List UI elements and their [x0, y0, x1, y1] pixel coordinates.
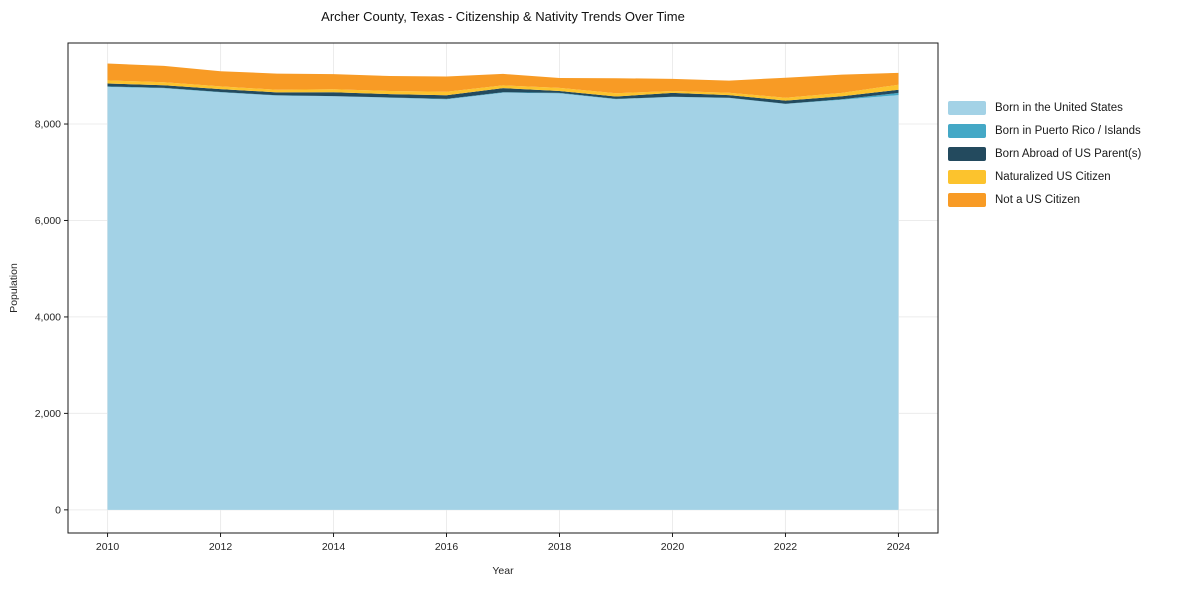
y-tick-label: 8,000: [35, 119, 61, 131]
legend-label: Born Abroad of US Parent(s): [995, 148, 1142, 160]
legend-label: Naturalized US Citizen: [995, 171, 1111, 183]
legend-label: Not a US Citizen: [995, 194, 1081, 206]
legend-label: Born in the United States: [995, 102, 1123, 114]
x-tick-label: 2020: [661, 541, 685, 553]
legend: Born in the United States Born in Puerto …: [948, 101, 1141, 207]
x-tick-label: 2024: [887, 541, 911, 553]
legend-item-not-a-us-citizen: Not a US Citizen: [948, 193, 1141, 207]
legend-label: Born in Puerto Rico / Islands: [995, 125, 1141, 137]
legend-item-born-abroad-of-us-parent-s: Born Abroad of US Parent(s): [948, 147, 1141, 161]
legend-swatch-icon: [948, 101, 986, 115]
x-tick-label: 2018: [548, 541, 572, 553]
x-tick-label: 2014: [322, 541, 346, 553]
x-axis-label: Year: [492, 565, 514, 577]
legend-swatch-icon: [948, 147, 986, 161]
x-tick-label: 2012: [209, 541, 233, 553]
area-series-born-abroad-of-us-parent-s: [107, 83, 899, 104]
legend-item-born-in-puerto-rico-islands: Born in Puerto Rico / Islands: [948, 124, 1141, 138]
legend-swatch-icon: [948, 124, 986, 138]
legend-swatch-icon: [948, 170, 986, 184]
area-series-born-in-the-united-states: [107, 86, 899, 510]
area-series-not-a-us-citizen: [107, 63, 899, 98]
legend-item-born-in-the-united-states: Born in the United States: [948, 101, 1141, 115]
y-tick-label: 4,000: [35, 311, 61, 323]
x-tick-label: 2022: [774, 541, 798, 553]
y-tick-label: 2,000: [35, 408, 61, 420]
y-tick-label: 0: [55, 504, 61, 516]
chart-title: Archer County, Texas - Citizenship & Nat…: [321, 9, 685, 24]
plot-border: [67, 42, 939, 534]
legend-item-naturalized-us-citizen: Naturalized US Citizen: [948, 170, 1141, 184]
x-tick-label: 2010: [96, 541, 120, 553]
x-tick-label: 2016: [435, 541, 459, 553]
area-series-naturalized-us-citizen: [107, 80, 899, 101]
legend-swatch-icon: [948, 193, 986, 207]
y-tick-label: 6,000: [35, 215, 61, 227]
